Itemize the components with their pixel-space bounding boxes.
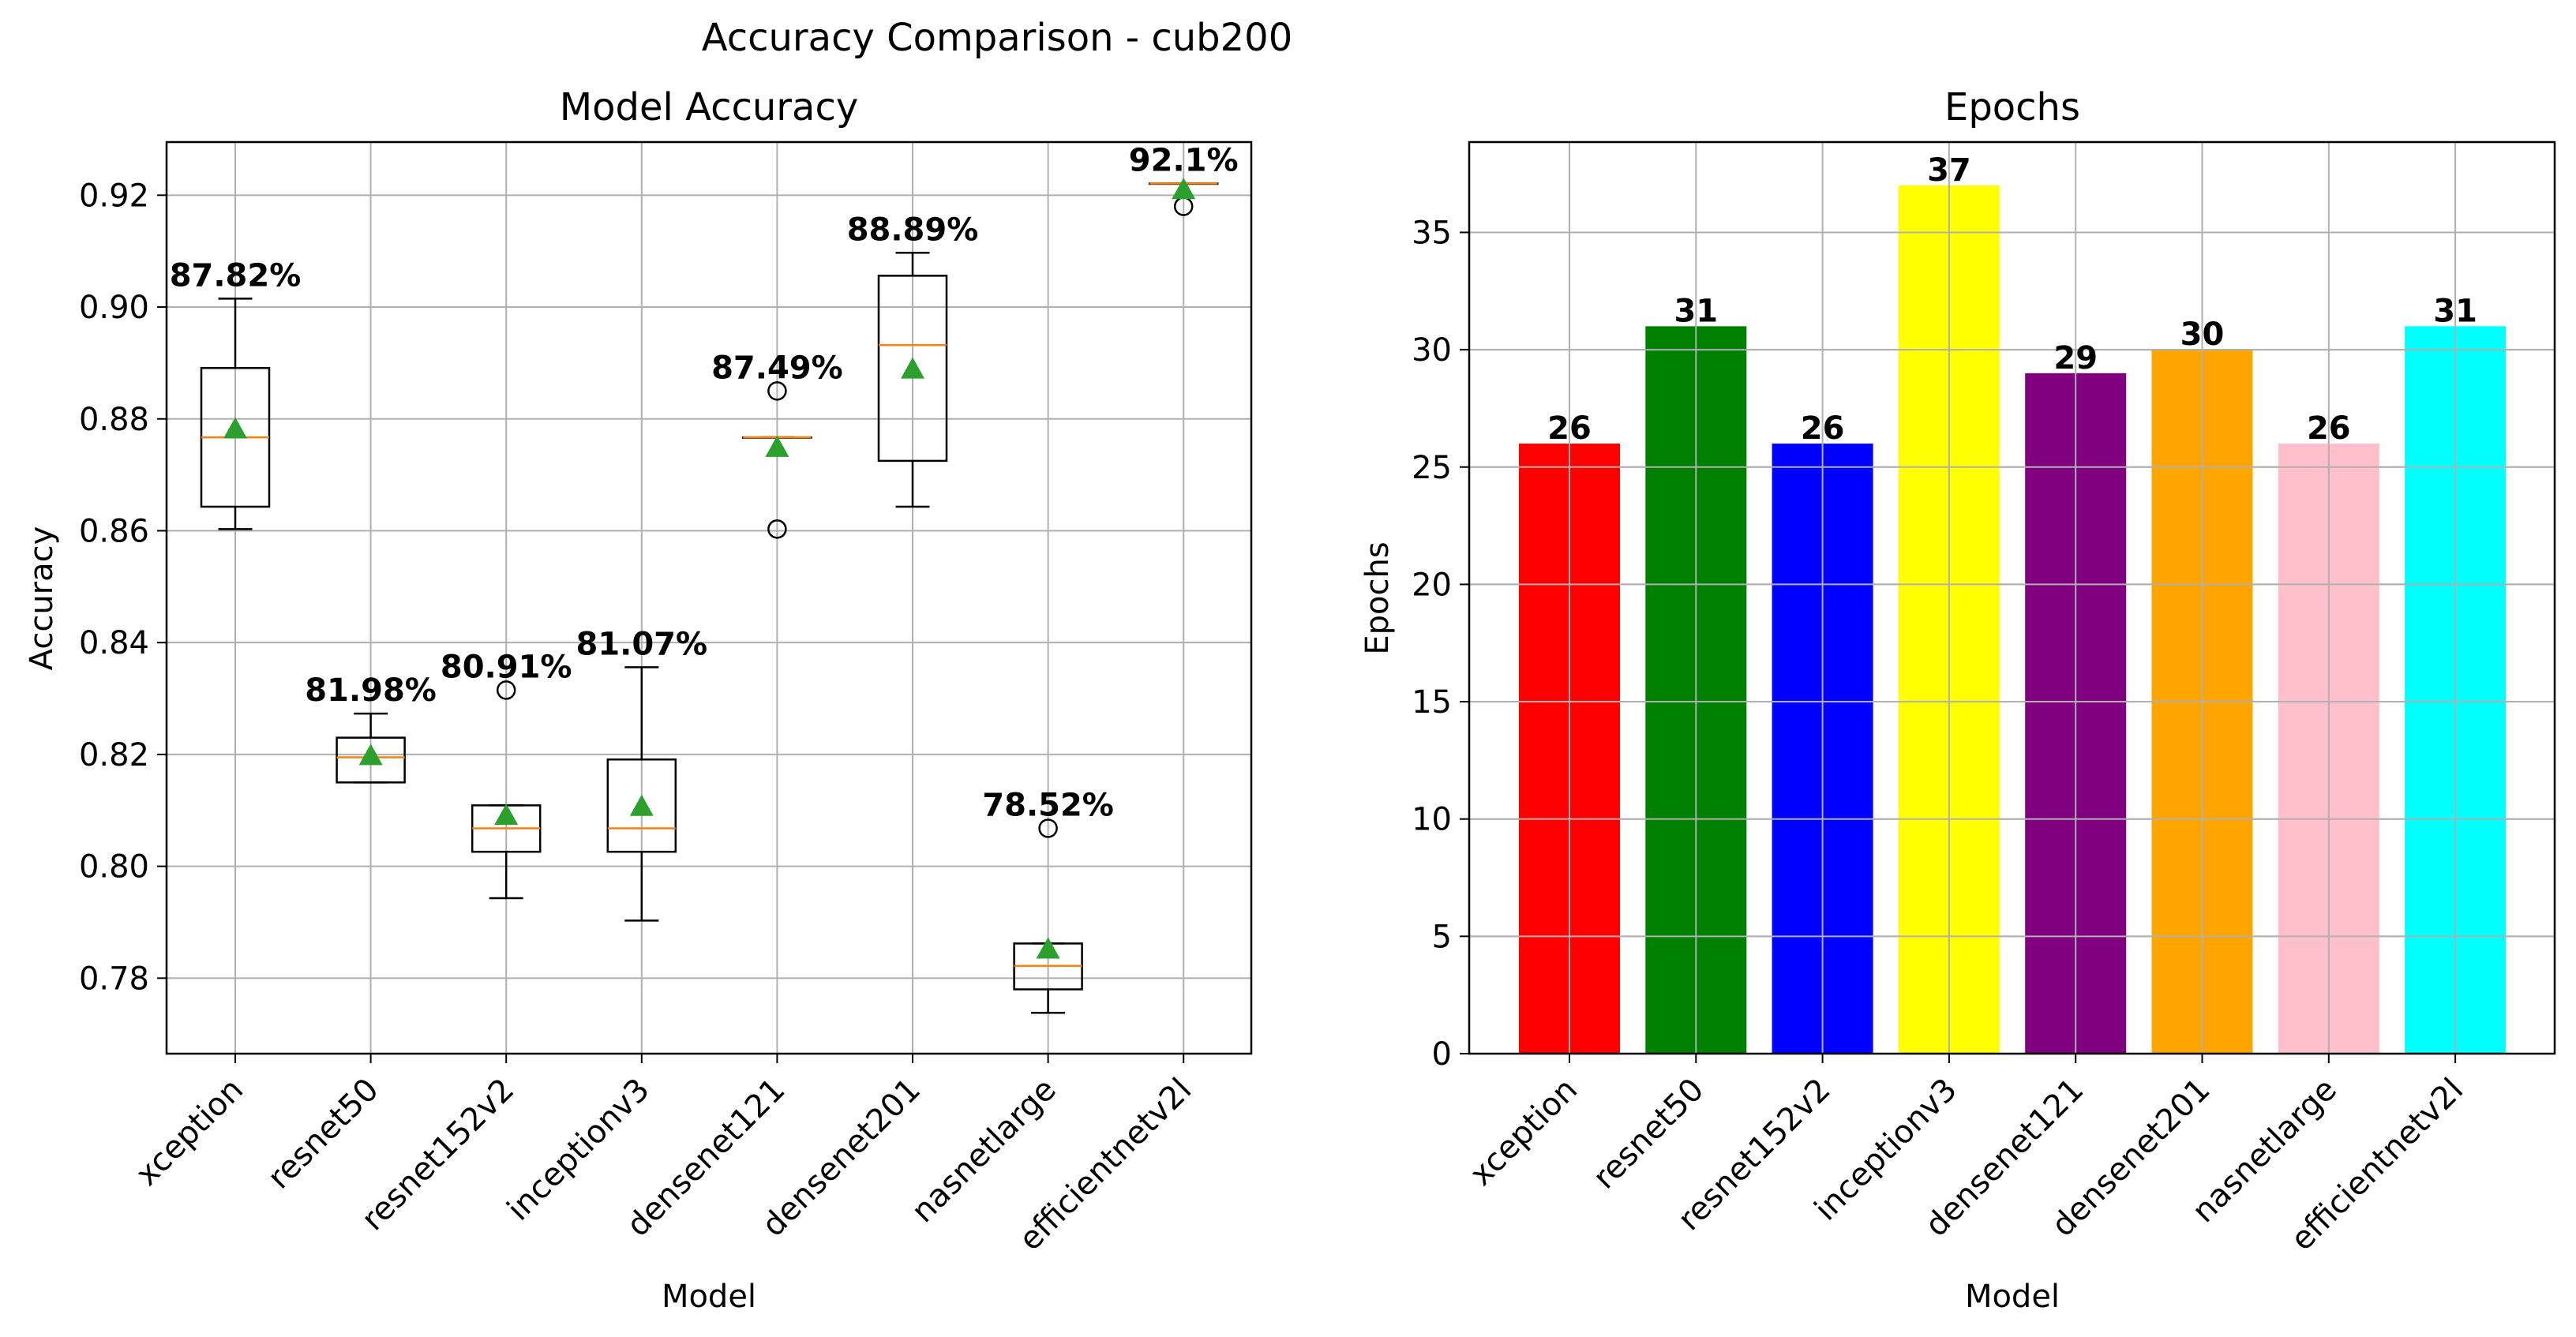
epochs-y-tick-label: 25 [1412,450,1452,486]
epochs-y-tick-label: 20 [1412,567,1452,603]
epochs-y-axis-label: Epochs [1359,541,1396,654]
epochs-value-label: 31 [2433,293,2477,329]
accuracy-y-tick-label: 0.84 [79,625,149,661]
accuracy-data-label: 80.91% [441,649,572,685]
accuracy-y-tick-label: 0.92 [79,178,149,214]
epochs-plot-frame [1468,140,2556,1055]
epochs-gridlines-vertical [1569,142,2457,1054]
epochs-y-tick-label: 15 [1412,684,1452,721]
epochs-value-labels: 26 31 26 37 29 30 26 31 [1547,152,2477,447]
accuracy-grid [167,142,1251,1054]
box-iqr [877,275,948,463]
epochs-chart-title: Epochs [1944,85,2080,129]
accuracy-y-tick-label: 0.86 [79,513,149,549]
accuracy-y-tick-label: 0.88 [79,402,149,438]
accuracy-plot-frame [165,140,1253,1055]
box-mean-marker [765,435,789,457]
accuracy-x-tick-label: xception [129,1072,250,1193]
accuracy-box-efficientnetv2l [1148,178,1219,216]
epochs-value-label: 37 [1927,152,1971,189]
accuracy-chart-title: Model Accuracy [560,85,859,129]
box-mean-marker [1036,937,1060,959]
epochs-y-tick-label: 35 [1412,215,1452,251]
box-iqr [336,736,406,784]
accuracy-data-label: 78.52% [982,787,1114,823]
accuracy-data-label: 88.89% [847,212,979,248]
epochs-y-tick-label: 30 [1412,332,1452,369]
box-outlier-point [767,519,787,539]
figure-title: Accuracy Comparison - cub200 [702,16,1293,60]
accuracy-boxplot-panel: Model Accuracy Model Accuracy 0.780.800.… [24,85,1253,1315]
box-mean-marker [223,417,247,439]
epochs-y-tick-label: 5 [1432,919,1452,955]
accuracy-data-label: 81.07% [576,626,707,662]
accuracy-box-resnet152v2 [471,680,542,900]
accuracy-y-ticks: 0.78 0.80 0.82 0.84 0.86 0.88 0.90 0.92 [79,178,167,997]
epochs-value-label: 31 [1674,293,1718,329]
epochs-value-label: 26 [1801,410,1845,447]
accuracy-box-resnet50 [336,712,406,784]
accuracy-y-axis-label: Accuracy [24,526,60,671]
epochs-x-tick-label: xception [1463,1072,1584,1193]
accuracy-data-labels: 87.82% 81.98%80.91%81.07% 87.49% 88.89% 78.5… [170,142,1239,823]
box-mean-marker [1172,178,1196,200]
epochs-gridlines-horizontal-over [1469,231,2555,1054]
accuracy-box-inceptionv3 [606,666,677,922]
epochs-value-label: 29 [2053,340,2098,376]
box-mean-marker [494,803,519,826]
box-outlier-point [767,381,787,401]
accuracy-boxes [200,178,1219,1014]
box-iqr [606,758,677,853]
accuracy-data-label: 87.82% [170,257,302,294]
epochs-value-label: 30 [2180,316,2225,353]
epochs-bar-panel: Epochs Model Epochs 0 5 10 15 20 25 30 35 xcept… [1359,85,2556,1315]
box-mean-marker [901,357,924,379]
accuracy-data-label: 81.98% [305,672,437,709]
epochs-value-label: 26 [1547,410,1592,447]
epochs-y-tick-label: 10 [1412,802,1452,838]
accuracy-y-tick-label: 0.80 [79,849,149,886]
box-outlier-point [1038,818,1058,838]
accuracy-data-label: 92.1% [1129,142,1239,178]
epochs-y-tick-label: 0 [1432,1036,1452,1073]
epochs-bars [1469,142,2555,1054]
accuracy-y-tick-label: 0.78 [79,961,149,997]
accuracy-box-densenet201 [877,252,948,508]
epochs-y-ticks: 0 5 10 15 20 25 30 35 [1412,215,1469,1073]
epochs-x-axis-label: Model [1965,1279,2060,1315]
accuracy-box-densenet121 [742,381,812,539]
accuracy-box-xception [200,298,271,530]
epochs-x-tick-label: resnet50 [1586,1072,1711,1197]
epochs-grid [1469,231,2555,1054]
accuracy-x-ticks: xception resnet50resnet152v2inceptionv3de… [129,1054,1198,1258]
box-outlier-point [496,680,516,700]
accuracy-y-tick-label: 0.82 [79,737,149,773]
accuracy-data-label: 87.49% [711,350,843,386]
accuracy-x-axis-label: Model [662,1279,756,1315]
box-mean-marker [358,743,383,766]
epochs-x-ticks: xception resnet50resnet152v2inceptionv3de… [1463,1054,2470,1258]
accuracy-box-nasnetlarge [1013,818,1083,1014]
accuracy-x-tick-label: resnet50 [261,1072,386,1197]
accuracy-y-tick-label: 0.90 [79,290,149,326]
epochs-value-label: 26 [2307,410,2351,447]
box-mean-marker [629,794,654,816]
